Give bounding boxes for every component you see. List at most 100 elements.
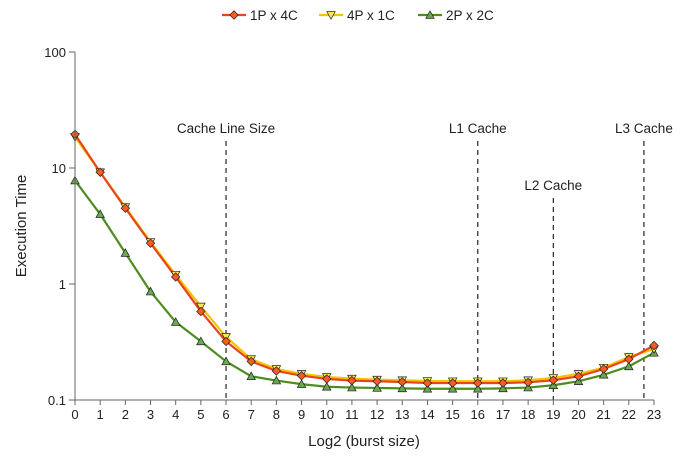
series-2 <box>74 136 655 383</box>
data-point <box>229 10 239 20</box>
legend-item: 1P x 4C <box>222 8 298 23</box>
x-tick-label: 16 <box>471 407 485 422</box>
y-tick-label: 1 <box>59 277 66 292</box>
data-point <box>649 340 659 351</box>
series-3 <box>74 179 655 390</box>
x-tick-label: 19 <box>546 407 560 422</box>
data-point <box>120 248 131 257</box>
annotation-label: Cache Line Size <box>177 121 275 136</box>
data-point <box>271 375 282 385</box>
x-tick-label: 18 <box>521 407 535 422</box>
x-axis-label: Log2 (burst size) <box>308 433 420 450</box>
x-tick-label: 13 <box>395 407 409 422</box>
data-point <box>347 375 357 386</box>
x-tick-label: 14 <box>420 407 434 422</box>
x-tick-label: 12 <box>370 407 384 422</box>
x-tick-label: 15 <box>445 407 459 422</box>
data-point <box>171 272 181 282</box>
data-point <box>271 366 282 376</box>
data-point <box>397 377 407 387</box>
series-1 <box>74 133 655 385</box>
x-ticks: 0 1 2 3 4 5 6 7 8 9 10 11 12 13 14 15 16 17 18 19 20 21 22 23 <box>71 400 661 422</box>
data-point <box>425 10 435 19</box>
data-point <box>246 371 257 381</box>
data-point <box>624 354 634 364</box>
data-point <box>196 306 206 317</box>
x-tick-label: 11 <box>345 407 359 422</box>
data-point <box>472 383 483 393</box>
x-tick-label: 3 <box>147 407 154 422</box>
data-point <box>246 356 256 367</box>
data-point <box>321 381 332 391</box>
y-tick-label: 10 <box>52 161 66 176</box>
data-point <box>296 371 307 381</box>
data-point <box>548 375 558 385</box>
data-point <box>347 382 357 392</box>
data-point <box>296 379 307 388</box>
x-tick-label: 23 <box>647 407 661 422</box>
x-tick-label: 8 <box>273 407 280 422</box>
data-point <box>372 376 382 386</box>
data-point <box>372 383 382 392</box>
data-point <box>326 11 336 20</box>
series-2-markers <box>70 133 659 387</box>
data-point <box>95 167 105 177</box>
y-tick-label: 0.1 <box>48 393 66 408</box>
data-point <box>322 374 332 384</box>
x-tick-label: 17 <box>496 407 510 422</box>
data-point <box>573 371 584 382</box>
data-point <box>397 383 408 393</box>
data-point <box>422 378 433 388</box>
x-tick-label: 5 <box>197 407 204 422</box>
x-tick-label: 9 <box>298 407 305 422</box>
data-point <box>221 336 231 347</box>
axes <box>74 52 654 401</box>
data-point <box>523 382 533 392</box>
data-point <box>422 383 433 393</box>
series-line <box>74 133 655 385</box>
x-tick-label: 2 <box>122 407 129 422</box>
series-layer <box>70 129 659 393</box>
data-point <box>221 356 231 366</box>
series-line <box>74 136 655 383</box>
data-point <box>498 378 508 388</box>
data-point <box>447 383 458 393</box>
data-point <box>598 364 609 374</box>
annotations: Cache Line Size L1 Cache L2 Cache L3 Cache <box>177 121 673 400</box>
data-point <box>624 361 634 371</box>
annotation-label: L1 Cache <box>449 121 507 136</box>
data-point <box>196 336 206 346</box>
x-tick-label: 0 <box>71 407 78 422</box>
x-tick-label: 6 <box>222 407 229 422</box>
legend: 1P x 4C 4P x 1C 2P x 2C <box>222 8 494 23</box>
x-tick-label: 10 <box>320 407 334 422</box>
legend-label: 4P x 1C <box>347 8 395 23</box>
y-tick-label: 100 <box>44 45 66 60</box>
data-point <box>498 383 508 393</box>
data-point <box>473 378 483 388</box>
legend-label: 2P x 2C <box>446 8 494 23</box>
legend-item: 4P x 1C <box>319 8 395 23</box>
x-tick-label: 22 <box>622 407 636 422</box>
data-point <box>145 286 156 296</box>
data-point <box>145 238 156 248</box>
series-line <box>74 179 655 390</box>
y-ticks: 0.1 1 10 100 <box>44 45 75 408</box>
x-tick-label: 21 <box>596 407 610 422</box>
data-point <box>120 203 131 213</box>
series-1-markers <box>70 129 659 388</box>
annotation-label: L2 Cache <box>524 178 582 193</box>
data-point <box>598 369 609 379</box>
y-axis-label: Execution Time <box>13 175 30 278</box>
x-tick-label: 7 <box>248 407 255 422</box>
series-3-markers <box>70 175 659 393</box>
data-point <box>523 377 533 388</box>
data-point <box>447 378 458 388</box>
legend-label: 1P x 4C <box>250 8 298 23</box>
legend-item: 2P x 2C <box>418 8 494 23</box>
x-tick-label: 20 <box>571 407 585 422</box>
annotation-label: L3 Cache <box>615 121 673 136</box>
x-tick-label: 1 <box>97 407 104 422</box>
x-tick-label: 4 <box>172 407 179 422</box>
